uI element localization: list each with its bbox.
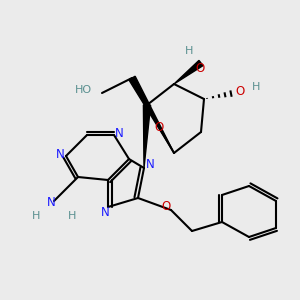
- Polygon shape: [143, 105, 151, 168]
- Text: H: H: [32, 211, 40, 221]
- Text: N: N: [46, 196, 56, 209]
- Text: H: H: [68, 211, 76, 221]
- Text: HO: HO: [74, 85, 92, 95]
- Text: N: N: [100, 206, 109, 220]
- Text: O: O: [236, 85, 244, 98]
- Text: N: N: [115, 127, 124, 140]
- Text: H: H: [185, 46, 193, 56]
- Polygon shape: [174, 60, 203, 84]
- Text: H: H: [252, 82, 260, 92]
- Text: N: N: [146, 158, 154, 172]
- Text: N: N: [56, 148, 65, 161]
- Polygon shape: [129, 76, 174, 153]
- Text: O: O: [154, 121, 164, 134]
- Text: O: O: [195, 62, 204, 76]
- Text: O: O: [162, 200, 171, 214]
